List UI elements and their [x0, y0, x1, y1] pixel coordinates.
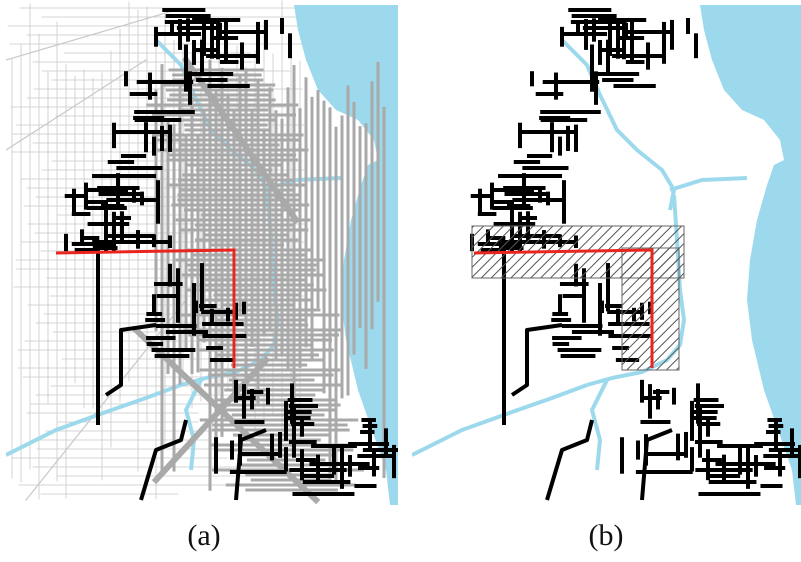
black-route-west-link: [510, 323, 563, 397]
bg-diagonal-street: [6, 59, 147, 151]
gray-diagonal: [151, 355, 271, 485]
lake-michigan: [700, 5, 801, 505]
river-main-stem: [669, 176, 748, 192]
caption-b: (b): [588, 519, 624, 552]
gray-diagonal: [181, 55, 301, 225]
map-a-svg: [6, 0, 398, 505]
map-panel-a: [6, 0, 398, 505]
black-route-west-link: [104, 323, 157, 397]
river-tail-south: [590, 379, 609, 471]
black-route-south: [234, 428, 267, 501]
map-panel-b: [412, 0, 801, 505]
bg-diagonal-street: [25, 299, 187, 501]
black-route-south: [640, 428, 673, 501]
map-b-svg: [412, 5, 801, 505]
black-route-southwest: [545, 419, 594, 501]
caption-a: (a): [187, 519, 221, 552]
river-north-branch: [560, 38, 676, 211]
black-route-southwest: [139, 419, 188, 501]
sanitary-canal: [6, 383, 182, 457]
sanitary-canal: [412, 383, 588, 457]
black-street-network: [64, 8, 398, 501]
river-tail-south: [184, 379, 203, 471]
red-route: [473, 248, 654, 368]
red-route: [55, 248, 236, 368]
bg-diagonal-street: [6, 9, 177, 61]
